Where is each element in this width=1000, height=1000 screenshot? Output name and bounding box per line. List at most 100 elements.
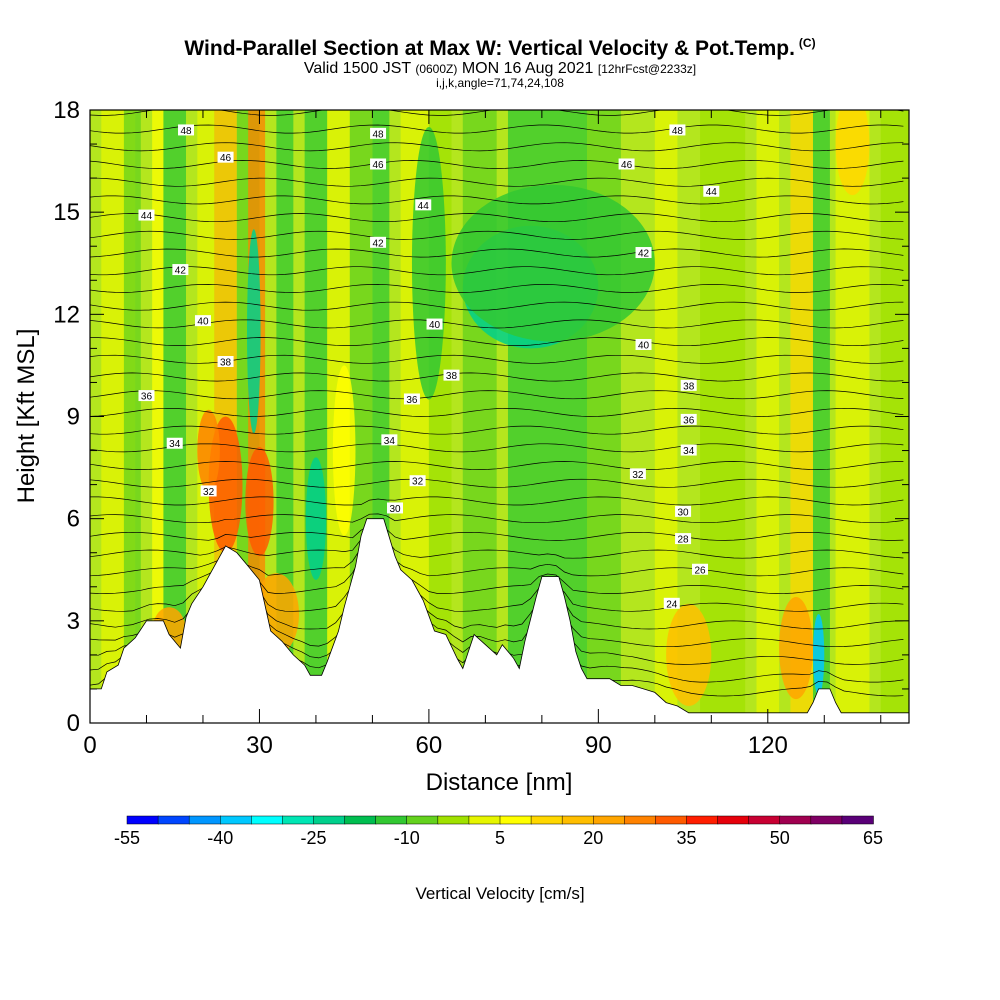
y-tick-label: 3	[67, 608, 80, 635]
colorbar-swatch	[157, 815, 190, 825]
colorbar-swatch	[220, 815, 253, 825]
field-band	[304, 110, 328, 723]
isentrope-label: 40	[638, 340, 650, 351]
isentrope-label-bg	[415, 199, 432, 211]
colorbar-swatch	[126, 815, 159, 825]
isentrope-label-bg	[217, 356, 234, 368]
isentrope-label: 48	[180, 126, 192, 137]
isentrope-label: 36	[683, 415, 695, 426]
isentrope-line	[90, 284, 904, 293]
field-band	[152, 110, 164, 723]
chart-subtitle: Valid 1500 JST (0600Z) MON 16 Aug 2021 […	[0, 60, 1000, 78]
isentrope-label: 32	[203, 487, 215, 498]
isentrope-line	[90, 230, 904, 240]
y-tick-label: 15	[53, 199, 80, 226]
isentrope-label-bg	[172, 264, 189, 276]
isentrope-label: 40	[197, 317, 209, 328]
isentrope-label-bg	[443, 369, 460, 381]
colorbar-swatch	[499, 815, 532, 825]
isentrope-line	[90, 513, 904, 524]
isentrope-label-bg	[403, 393, 420, 405]
field-band	[790, 110, 813, 723]
colorbar-swatch	[468, 815, 501, 825]
isentrope-label-bg	[426, 318, 443, 330]
isentrope-line	[90, 195, 904, 205]
isentrope-label-bg	[680, 379, 697, 391]
isentrope-line	[90, 461, 904, 470]
isentrope-label-bg	[409, 475, 426, 487]
field-cell	[247, 229, 261, 434]
isentrope-label-bg	[675, 533, 692, 545]
isentrope-line	[90, 443, 904, 453]
colorbar-swatch	[375, 815, 408, 825]
isentrope-label-bg	[217, 151, 234, 163]
isentrope-label-bg	[680, 413, 697, 425]
isentrope-label-bg	[194, 315, 211, 327]
isentrope-label: 26	[694, 565, 706, 576]
colorbar-swatch	[561, 815, 595, 825]
colorbar-swatch	[313, 815, 346, 825]
isentrope-label-bg	[200, 485, 217, 497]
field-cell	[332, 365, 356, 536]
field-band	[123, 110, 141, 723]
colorbar-tick-label: -10	[394, 828, 420, 848]
isentrope-label: 36	[141, 392, 153, 403]
colorbar-swatch	[624, 815, 657, 825]
isentrope-label: 48	[672, 126, 684, 137]
isentrope-line	[90, 496, 904, 506]
colorbar-swatch	[282, 815, 315, 825]
isentrope-label-bg	[692, 563, 709, 575]
field-cell	[305, 457, 327, 580]
copyright-mark: (C)	[798, 36, 816, 50]
isentrope-label: 38	[220, 358, 232, 369]
field-band	[835, 110, 870, 723]
isentrope-label-bg	[680, 444, 697, 456]
isentrope-label: 24	[666, 599, 678, 610]
isentrope-label-bg	[178, 124, 195, 136]
field-cell	[411, 127, 446, 400]
isentrope-label-bg	[618, 158, 635, 170]
x-axis: 0 30 60 90 120	[83, 110, 882, 759]
field-cell	[812, 614, 825, 696]
field-band	[654, 110, 678, 723]
isentrope-line	[90, 407, 904, 417]
colorbar-swatch	[810, 815, 843, 825]
isentrope-label: 44	[418, 201, 430, 212]
section-params: i,j,k,angle=71,74,24,108	[436, 76, 564, 90]
isentrope-label-bg	[138, 390, 155, 402]
isentrope-line	[90, 372, 904, 382]
y-tick-label: 9	[67, 404, 80, 431]
isentrope-label-bg	[629, 468, 646, 480]
isentrope-label: 46	[220, 153, 232, 164]
terrain	[89, 518, 910, 724]
isentrope-label: 32	[412, 477, 424, 488]
field-band	[163, 110, 187, 723]
isentrope-label: 44	[706, 187, 718, 198]
isentrope-label: 30	[678, 507, 690, 518]
y-tick-label: 12	[53, 301, 80, 328]
colorbar-swatch	[686, 815, 719, 825]
x-tick-label: 90	[585, 732, 612, 759]
colorbar-tick-label: 35	[676, 828, 696, 848]
isentrope-label-bg	[138, 209, 155, 221]
colorbar-tick-label: 5	[495, 828, 505, 848]
field-cell	[197, 409, 220, 492]
colorbar-swatch	[841, 815, 874, 825]
colorbar-swatch	[437, 815, 470, 825]
colorbar-swatch	[188, 815, 222, 825]
y-tick-label: 0	[67, 710, 80, 737]
isentrope-line	[90, 337, 904, 347]
isentrope-label: 46	[621, 160, 633, 171]
field-cell	[779, 596, 813, 700]
valid-utc: (0600Z)	[415, 62, 458, 76]
isentrope-label: 42	[372, 238, 384, 249]
isentrope-label-bg	[370, 236, 387, 248]
forecast-info: [12hrFcst@2233z]	[597, 62, 697, 76]
isentrope-label: 34	[169, 439, 181, 450]
y-tick-label: 6	[67, 506, 80, 533]
isentrope-label-bg	[703, 185, 720, 197]
isentrope-label: 36	[406, 395, 418, 406]
colorbar-label: Vertical Velocity [cm/s]	[415, 884, 585, 903]
